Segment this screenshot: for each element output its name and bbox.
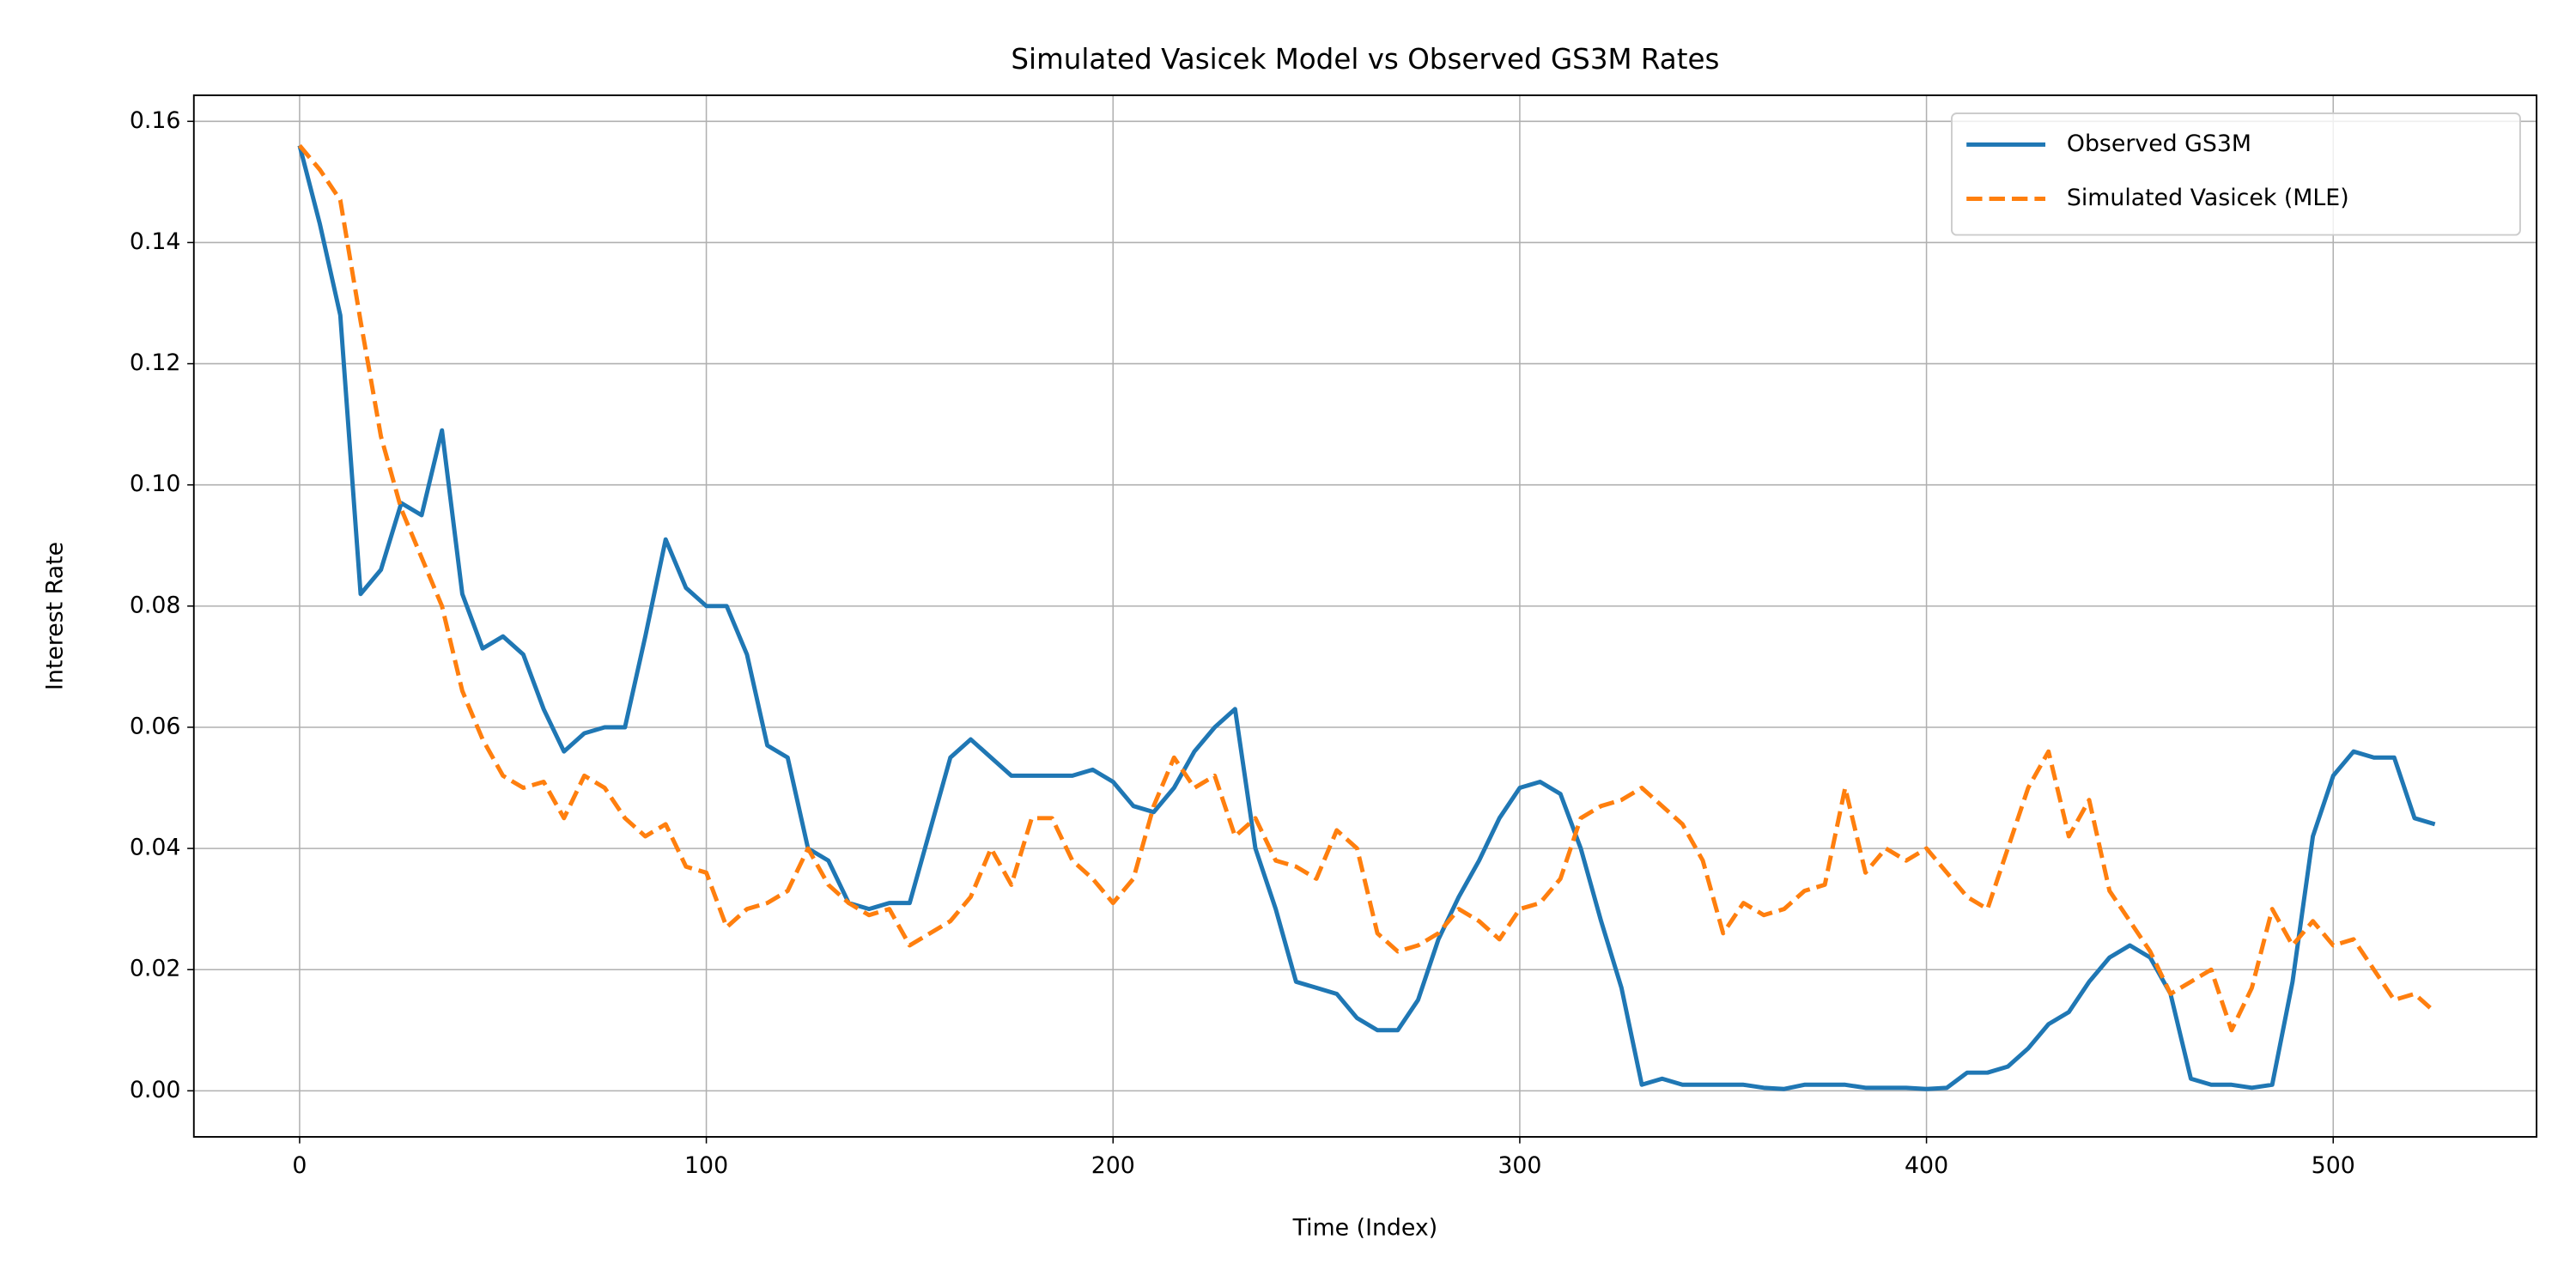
x-tick-label: 300 bbox=[1498, 1152, 1541, 1179]
x-tick-label: 0 bbox=[292, 1152, 307, 1179]
y-tick-label: 0.14 bbox=[130, 228, 181, 255]
y-tick-label: 0.04 bbox=[130, 835, 181, 861]
y-tick-label: 0.16 bbox=[130, 107, 181, 134]
legend-label: Observed GS3M bbox=[2067, 131, 2251, 157]
legend-label: Simulated Vasicek (MLE) bbox=[2067, 185, 2349, 211]
x-tick-label: 200 bbox=[1091, 1152, 1135, 1179]
chart-title: Simulated Vasicek Model vs Observed GS3M… bbox=[1011, 43, 1719, 76]
grid bbox=[193, 94, 2537, 1137]
x-axis-label: Time (Index) bbox=[1292, 1215, 1438, 1242]
y-tick-label: 0.06 bbox=[130, 713, 181, 739]
x-tick-label: 100 bbox=[684, 1152, 728, 1179]
x-tick-label: 400 bbox=[1905, 1152, 1948, 1179]
y-tick-label: 0.02 bbox=[130, 956, 181, 982]
y-tick-label: 0.12 bbox=[130, 349, 181, 376]
axes-frame bbox=[192, 94, 2538, 1138]
y-tick-label: 0.08 bbox=[130, 592, 181, 618]
legend: Observed GS3M Simulated Vasicek (MLE) bbox=[1951, 112, 2521, 236]
ticks: 0 100 200 300 400 500 0.00 0.02 0.04 0.06 0.08 0.10… bbox=[130, 107, 2355, 1179]
data-line bbox=[297, 144, 2436, 1091]
y-tick-label: 0.10 bbox=[130, 471, 181, 497]
y-axis-label: Interest Rate bbox=[42, 542, 69, 690]
x-tick-label: 500 bbox=[2312, 1152, 2355, 1179]
plot-lines bbox=[297, 143, 2437, 1091]
data-line bbox=[298, 143, 2437, 1033]
y-tick-label: 0.00 bbox=[130, 1077, 181, 1103]
legend-box bbox=[1951, 112, 2521, 236]
